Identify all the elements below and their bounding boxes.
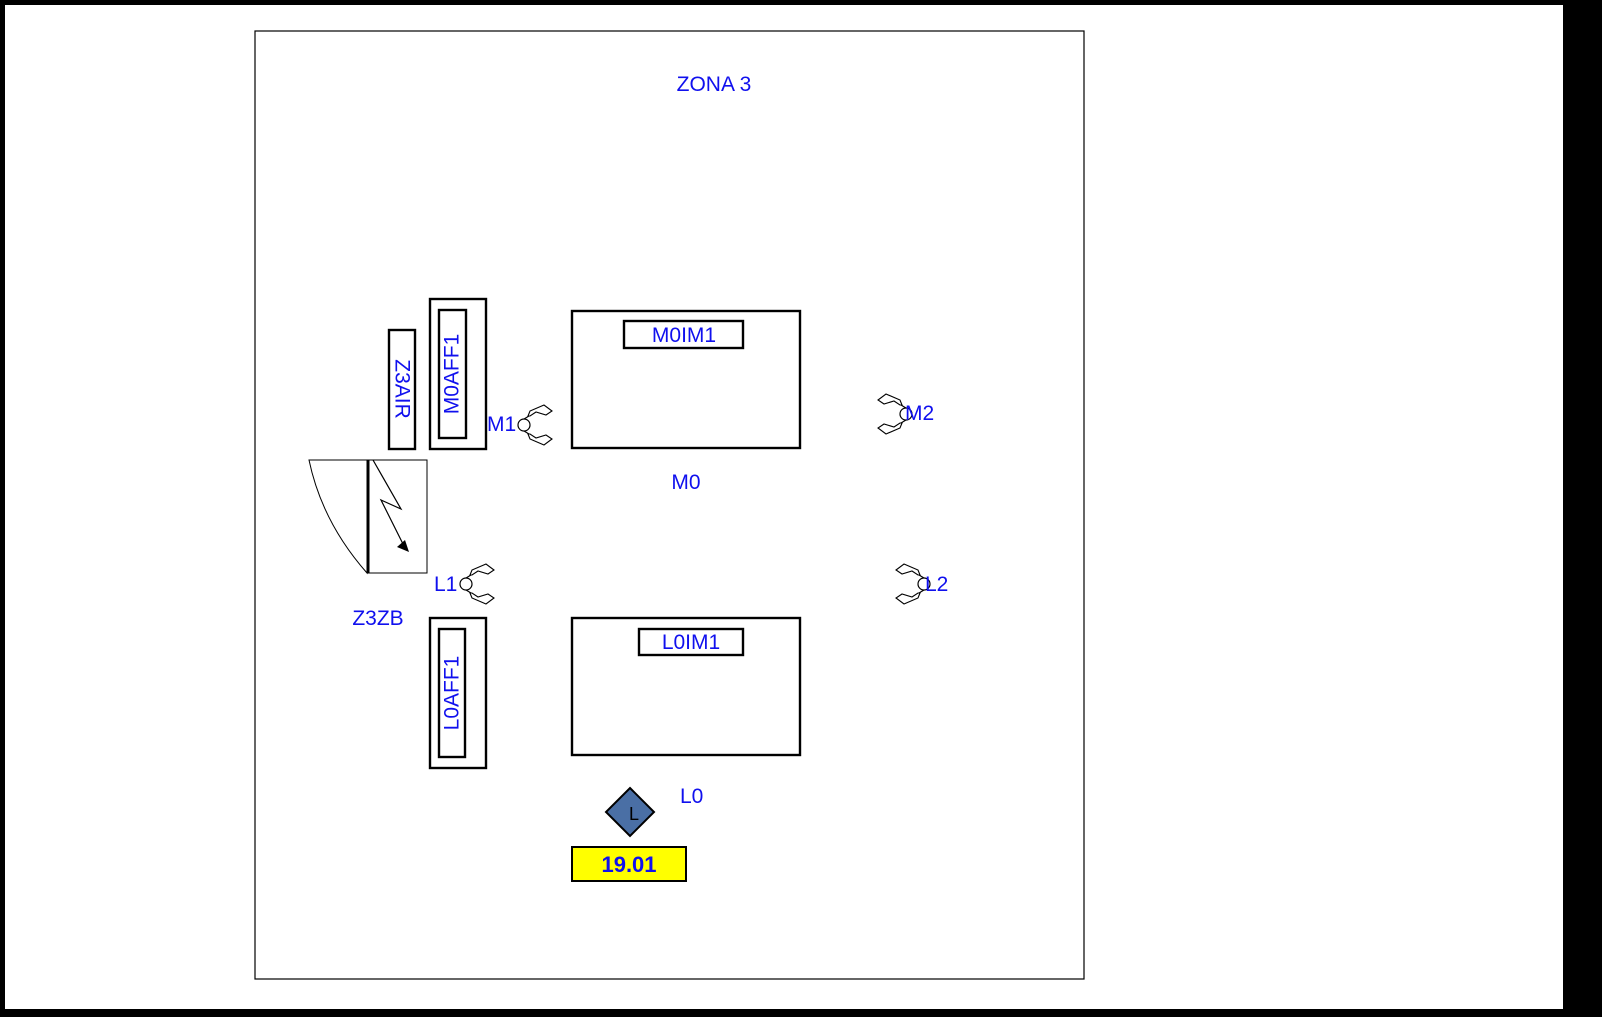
diagram-canvas: ZONA 3 Z3AIR M0AFF1 L0AFF1 M0IM1 M0 L0IM… xyxy=(5,5,1563,1009)
table-l0[interactable]: L0IM1 xyxy=(570,616,802,757)
zone-title: ZONA 3 xyxy=(677,73,752,96)
marker-l0-label: L0 xyxy=(680,785,703,808)
diamond-marker-letter: L xyxy=(629,804,639,824)
panel-m0aff1-label: M0AFF1 xyxy=(441,334,464,415)
panel-l0aff1-label: L0AFF1 xyxy=(441,656,464,731)
table-m0-inner-label: M0IM1 xyxy=(652,324,716,347)
value-badge[interactable]: 19.01 xyxy=(571,846,687,882)
door-z3zb[interactable] xyxy=(308,459,428,575)
table-m0-label: M0 xyxy=(671,471,700,494)
diamond-marker-icon[interactable]: L xyxy=(604,786,656,838)
floor-plan: ZONA 3 Z3AIR M0AFF1 L0AFF1 M0IM1 M0 L0IM… xyxy=(254,30,1085,980)
panel-z3air-label: Z3AIR xyxy=(391,359,414,419)
panel-l0aff1[interactable]: L0AFF1 xyxy=(428,616,488,770)
table-l0-inner-label: L0IM1 xyxy=(662,631,720,654)
seat-l1-label: L1 xyxy=(434,573,457,596)
seat-m2-label: M2 xyxy=(905,402,934,425)
table-m0[interactable]: M0IM1 xyxy=(570,309,802,450)
seat-m1-label: M1 xyxy=(487,413,516,436)
door-z3zb-label: Z3ZB xyxy=(352,607,403,630)
lightning-icon xyxy=(372,459,407,551)
value-badge-text: 19.01 xyxy=(601,852,656,877)
panel-m0aff1[interactable]: M0AFF1 xyxy=(428,297,488,451)
panel-z3air[interactable]: Z3AIR xyxy=(387,328,417,451)
seat-l2-label: L2 xyxy=(925,573,948,596)
